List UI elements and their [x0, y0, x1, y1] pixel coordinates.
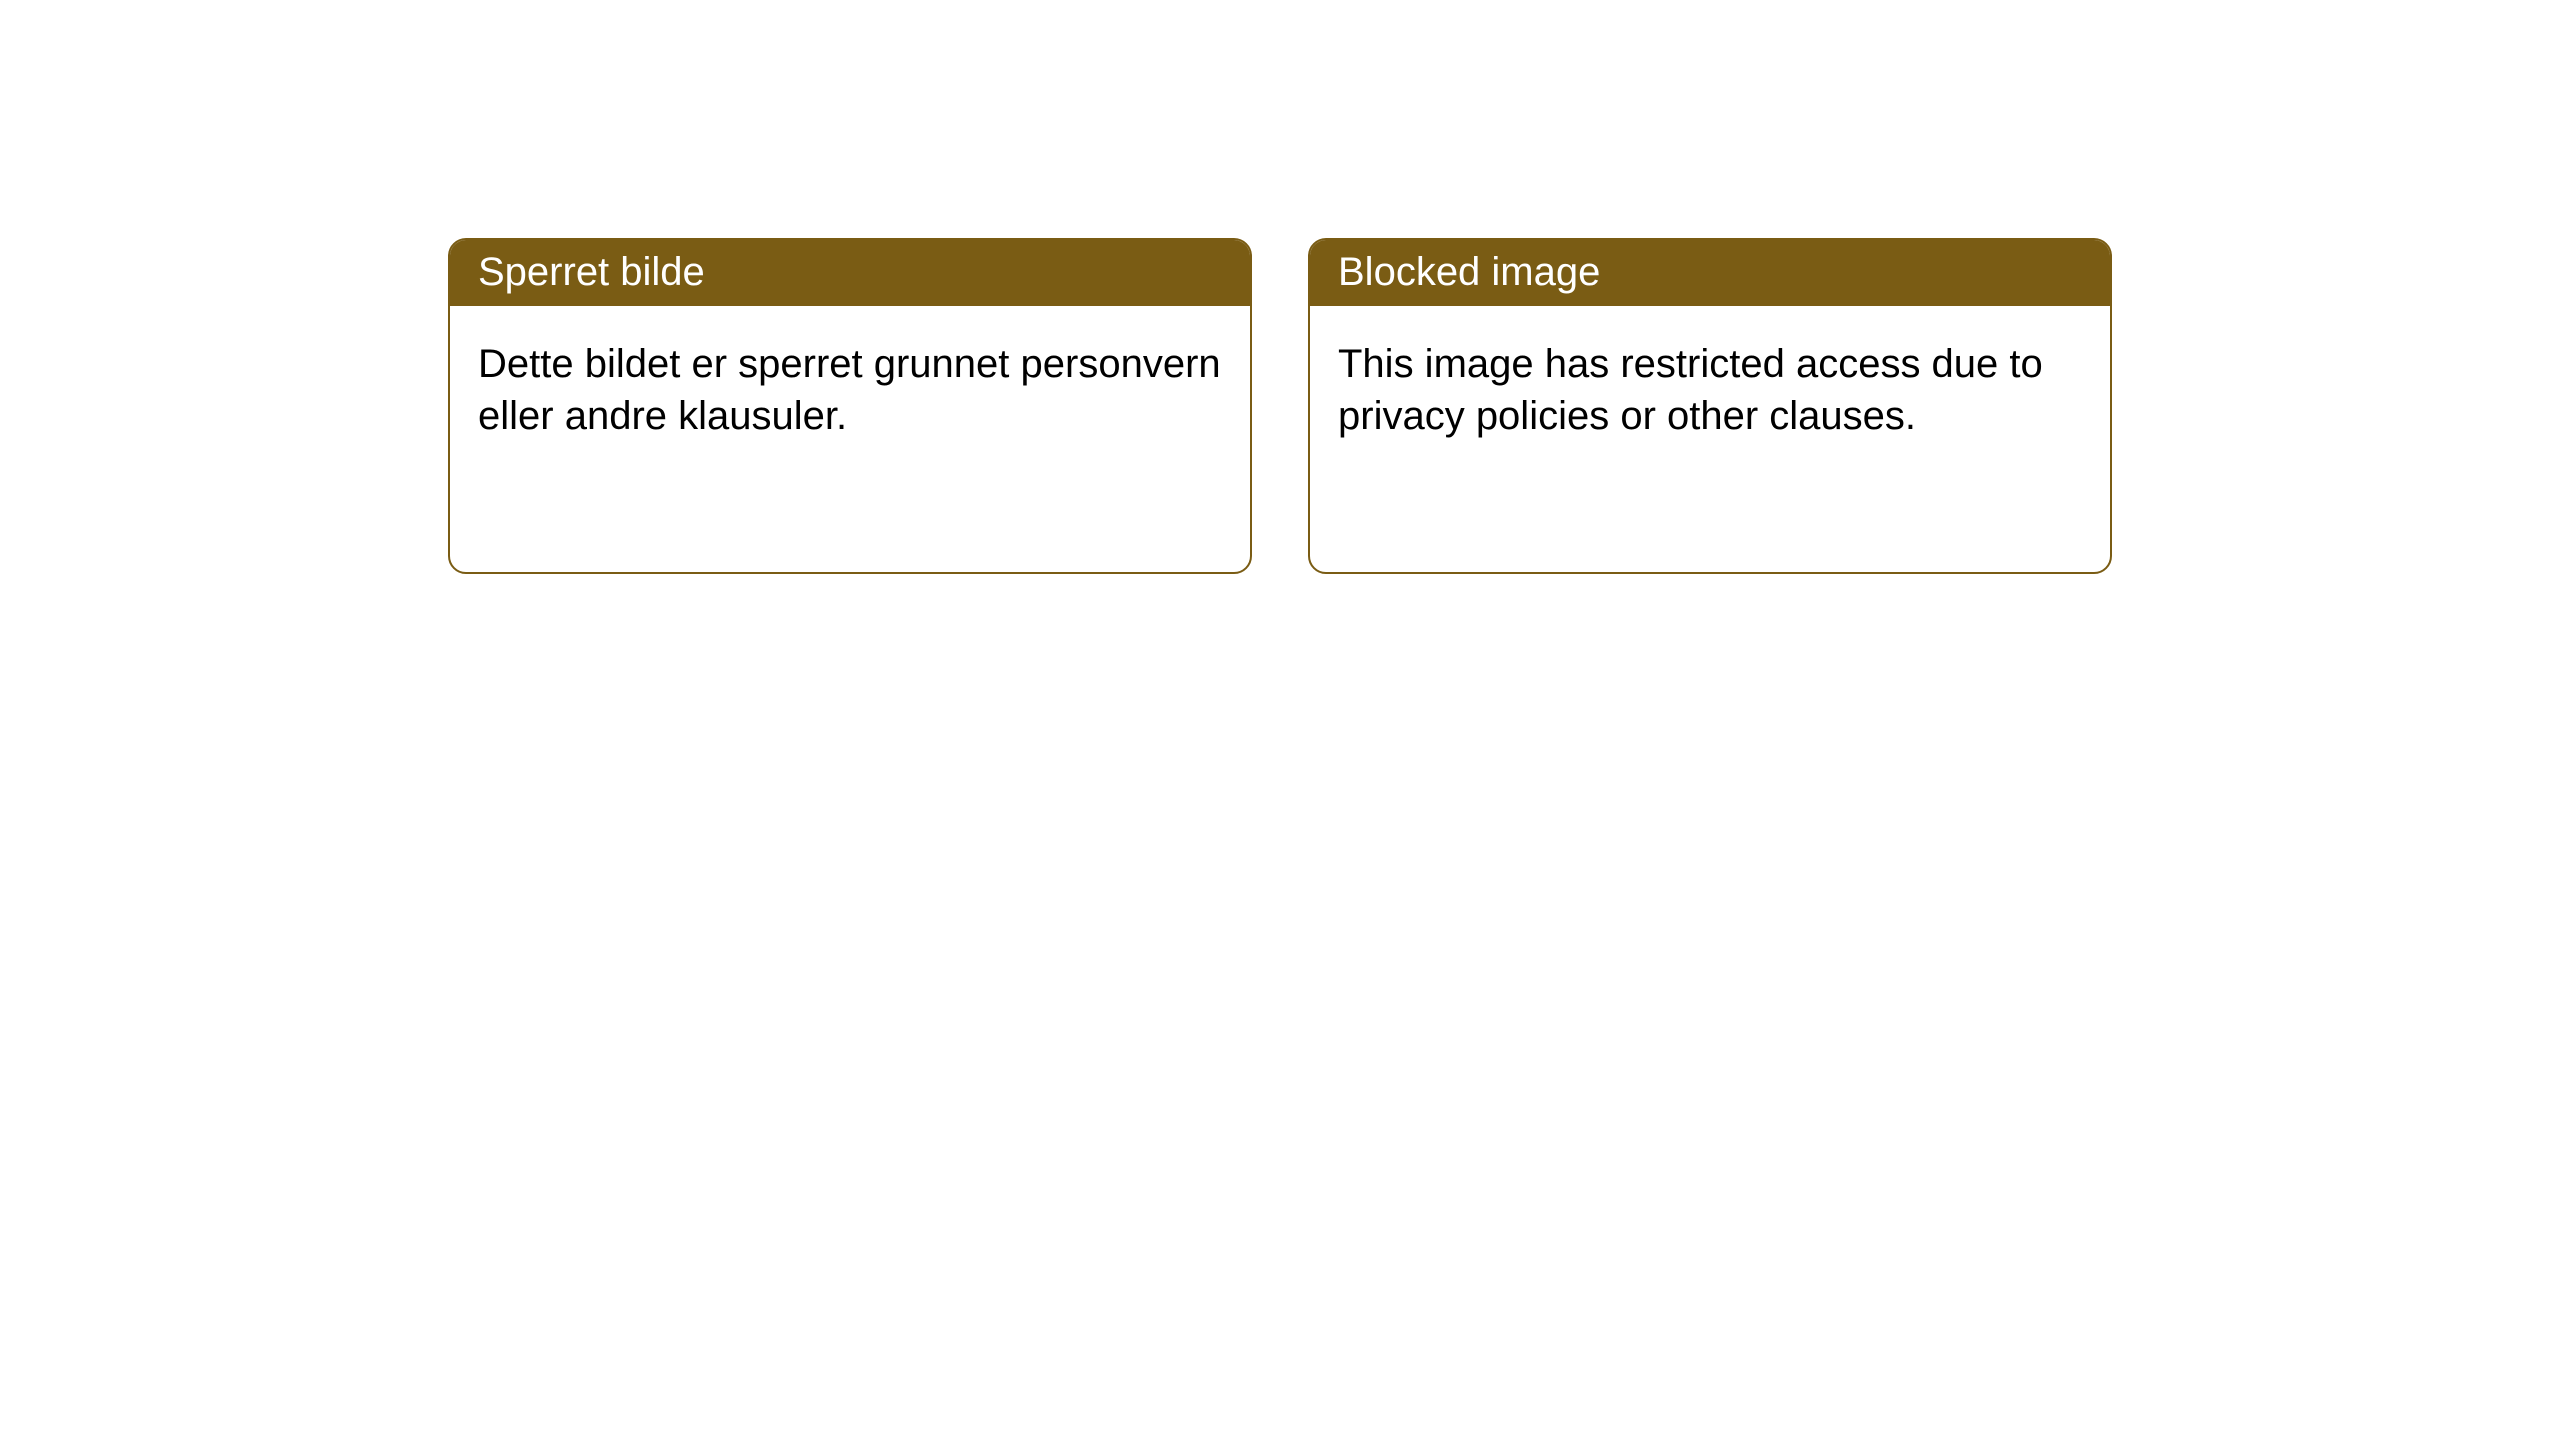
card-header: Blocked image [1310, 240, 2110, 306]
card-title: Blocked image [1338, 250, 1600, 294]
card-title: Sperret bilde [478, 250, 705, 294]
notice-cards-container: Sperret bilde Dette bildet er sperret gr… [0, 0, 2560, 574]
card-header: Sperret bilde [450, 240, 1250, 306]
card-body-text: This image has restricted access due to … [1338, 342, 2043, 438]
notice-card-norwegian: Sperret bilde Dette bildet er sperret gr… [448, 238, 1252, 574]
card-body-text: Dette bildet er sperret grunnet personve… [478, 342, 1221, 438]
card-body: Dette bildet er sperret grunnet personve… [450, 306, 1250, 470]
notice-card-english: Blocked image This image has restricted … [1308, 238, 2112, 574]
card-body: This image has restricted access due to … [1310, 306, 2110, 470]
